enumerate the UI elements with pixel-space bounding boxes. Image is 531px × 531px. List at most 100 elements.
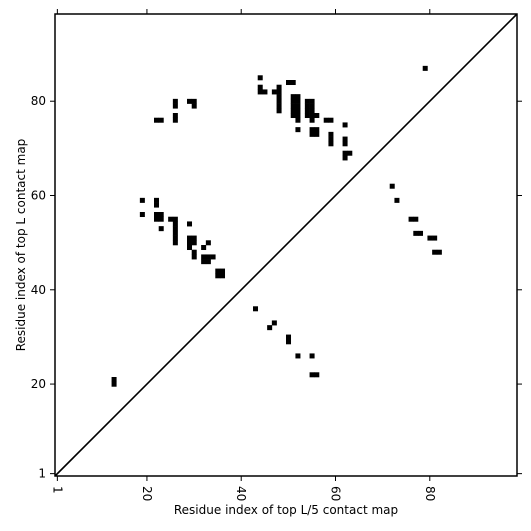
- contact-cell: [276, 89, 282, 95]
- contact-cell: [309, 113, 315, 119]
- contact-cell: [139, 197, 145, 203]
- contact-cell: [342, 122, 348, 128]
- contact-cell: [139, 212, 145, 218]
- contact-cell: [201, 259, 207, 265]
- contact-cell: [309, 127, 315, 133]
- contact-cell: [158, 212, 164, 218]
- contact-cell: [191, 254, 197, 260]
- contact-cell: [422, 65, 428, 71]
- contact-cell: [172, 216, 178, 222]
- contact-cell: [172, 117, 178, 123]
- contact-cell: [328, 131, 334, 137]
- contact-cell: [309, 131, 315, 137]
- contact-cell: [290, 80, 296, 86]
- contact-cell: [172, 221, 178, 227]
- contact-cell: [172, 103, 178, 109]
- contact-cell: [286, 339, 292, 345]
- contact-cell: [172, 235, 178, 241]
- y-tick-label: 20: [31, 377, 46, 391]
- plot-frame: [54, 13, 518, 477]
- contact-cell: [191, 103, 197, 109]
- contact-cell: [295, 94, 301, 100]
- contact-cell: [205, 240, 211, 246]
- contact-cell: [328, 136, 334, 142]
- contact-cell: [309, 103, 315, 109]
- contact-cell: [187, 221, 193, 227]
- contact-cell: [323, 117, 329, 123]
- contact-cell: [342, 150, 348, 156]
- x-tick-label: 80: [423, 486, 437, 501]
- contact-cell: [187, 98, 193, 104]
- contact-cells: [111, 65, 442, 387]
- contact-cell: [427, 235, 433, 241]
- contact-cell: [205, 254, 211, 260]
- contact-cell: [347, 150, 353, 156]
- contact-cell: [154, 212, 160, 218]
- contact-cell: [154, 197, 160, 203]
- contact-cell: [262, 89, 268, 95]
- contact-cell: [257, 75, 263, 81]
- contact-cell: [295, 113, 301, 119]
- contact-cell: [276, 103, 282, 109]
- contact-cell: [304, 108, 310, 114]
- contact-cell: [304, 103, 310, 109]
- contact-cell: [304, 98, 310, 104]
- contact-cell: [295, 108, 301, 114]
- contact-cell: [172, 230, 178, 236]
- contact-cell: [328, 117, 334, 123]
- x-tick-label: 20: [140, 486, 154, 501]
- contact-cell: [295, 117, 301, 123]
- contact-cell: [304, 113, 310, 119]
- contact-cell: [295, 353, 301, 359]
- contact-cell: [172, 240, 178, 246]
- contact-cell: [168, 216, 174, 222]
- contact-cell: [309, 108, 315, 114]
- contact-cell: [201, 245, 207, 251]
- contact-cell: [172, 98, 178, 104]
- x-axis-label: Residue index of top L/5 contact map: [174, 503, 398, 517]
- contact-cell: [309, 353, 315, 359]
- contact-cell: [257, 89, 263, 95]
- y-tick-label: 40: [31, 283, 46, 297]
- contact-cell: [413, 216, 419, 222]
- contact-cell: [314, 131, 320, 137]
- contact-cell: [154, 202, 160, 208]
- y-tick-label: 1: [38, 467, 46, 481]
- contact-cell: [413, 230, 419, 236]
- contact-cell: [276, 98, 282, 104]
- contact-cell: [328, 141, 334, 147]
- contact-cell: [172, 226, 178, 232]
- contact-cell: [191, 249, 197, 255]
- contact-cell: [389, 183, 395, 189]
- contact-cell: [257, 84, 263, 90]
- contact-cell: [210, 254, 216, 260]
- contact-cell: [408, 216, 414, 222]
- contact-cell: [295, 103, 301, 109]
- x-tick-label: 40: [234, 486, 248, 501]
- y-tick-label: 80: [31, 94, 46, 108]
- contact-cell: [276, 84, 282, 90]
- contact-cell: [295, 127, 301, 133]
- contact-cell: [290, 108, 296, 114]
- contact-cell: [111, 377, 117, 383]
- contact-cell: [276, 94, 282, 100]
- contact-cell: [154, 117, 160, 123]
- contact-cell: [290, 113, 296, 119]
- contact-cell: [314, 127, 320, 133]
- contact-cell: [187, 240, 193, 246]
- contact-cell: [286, 80, 292, 86]
- contact-cell: [215, 268, 221, 274]
- contact-cell: [158, 117, 164, 123]
- contact-cell: [201, 254, 207, 260]
- x-tick-label: 1: [50, 486, 64, 494]
- contact-cell: [187, 245, 193, 251]
- contact-cell: [290, 103, 296, 109]
- contact-cell: [154, 216, 160, 222]
- contact-cell: [432, 249, 438, 255]
- contact-cell: [111, 381, 117, 387]
- contact-cell: [271, 89, 277, 95]
- contact-cell: [172, 113, 178, 119]
- contact-cell: [191, 235, 197, 241]
- contact-cell: [394, 197, 400, 203]
